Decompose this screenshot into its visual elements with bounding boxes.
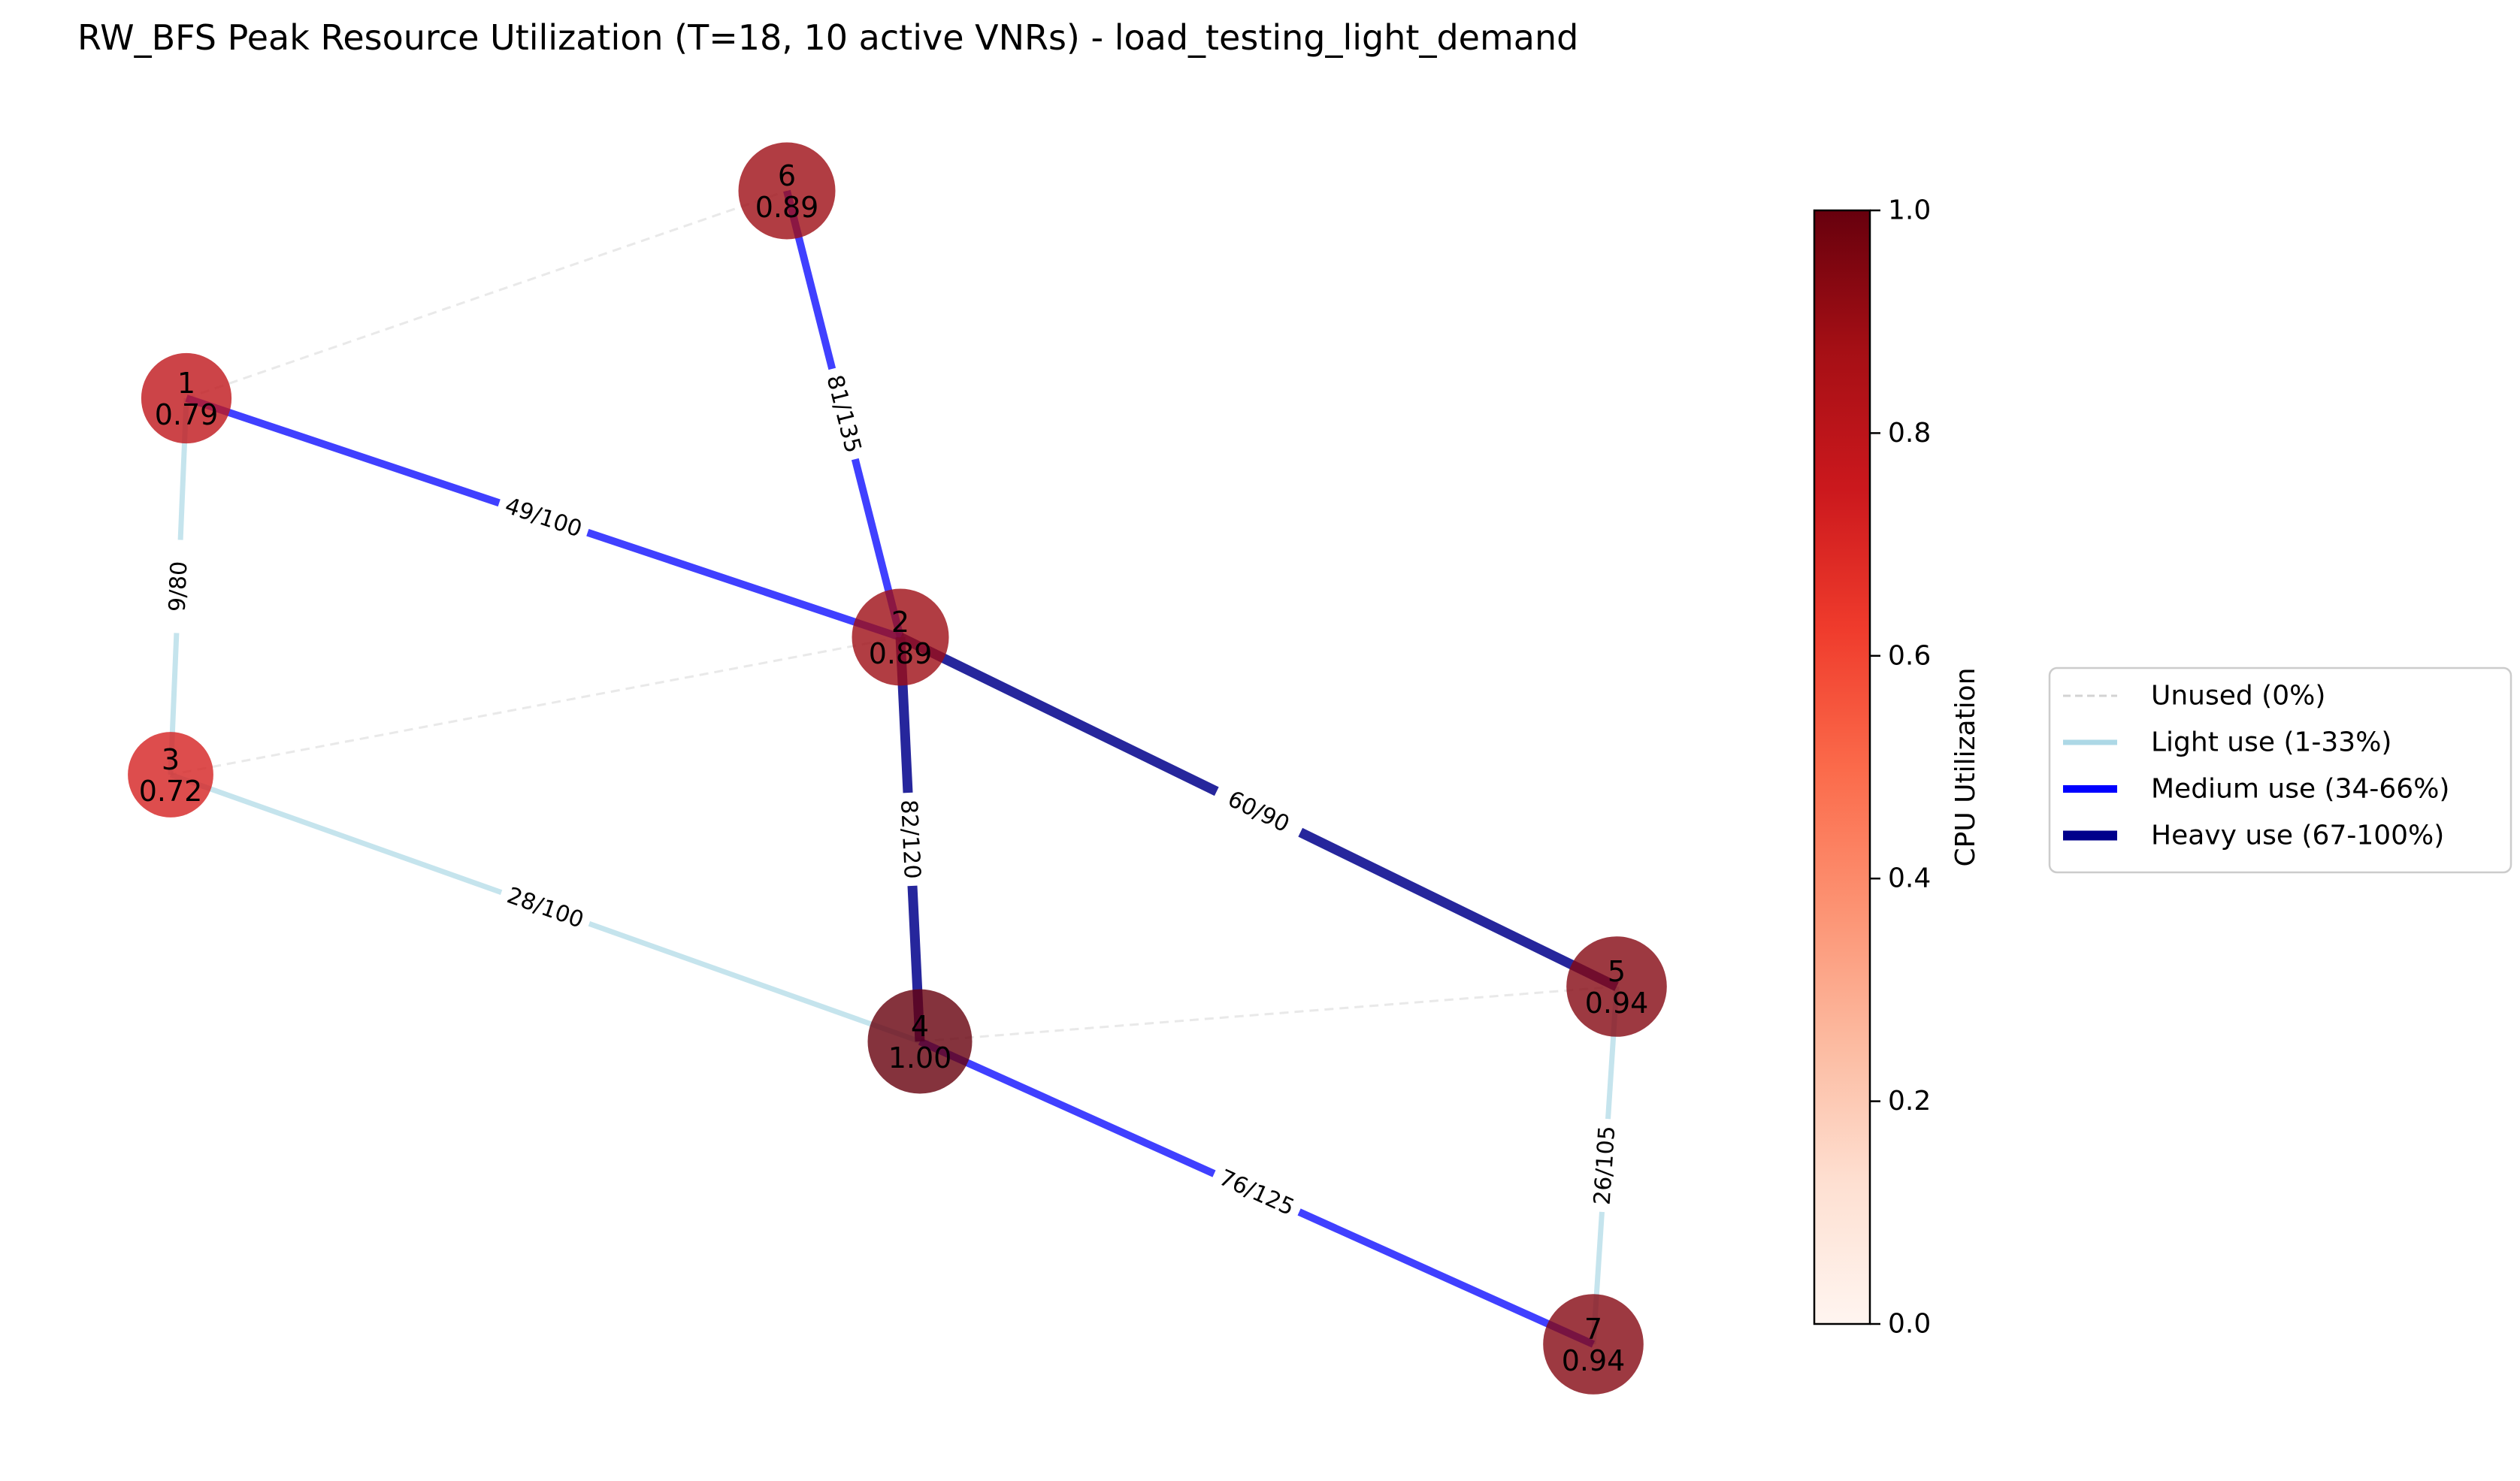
node-cpu-label: 1.00 [888, 1041, 952, 1074]
edge-label-text: 9/80 [165, 561, 193, 612]
node-4: 41.00 [867, 989, 973, 1094]
edge-label-bg [494, 488, 593, 547]
edge-label-1-2: 49/100 [494, 488, 593, 547]
edge-label-2-4: 82/120 [893, 792, 927, 887]
node-cpu-label: 0.89 [755, 191, 819, 224]
node-id-label: 6 [778, 159, 796, 192]
node-circle [1566, 936, 1667, 1037]
edge-label-5-7: 26/105 [1587, 1117, 1623, 1214]
node-circle [128, 732, 213, 818]
node-cpu-label: 0.72 [139, 775, 203, 808]
colorbar-tick-label: 0.2 [1888, 1086, 1931, 1117]
legend-frame [2048, 666, 2512, 874]
node-id-label: 5 [1608, 955, 1626, 988]
edge-label-text: 76/125 [1215, 1165, 1299, 1221]
colorbar-ticks: 0.0 0.2 0.4 0.6 0.8 1.0 [1870, 195, 1931, 1340]
chart-title: RW_BFS Peak Resource Utilization (T=18, … [77, 17, 1578, 58]
node-7: 70.94 [1543, 1294, 1644, 1395]
colorbar-tick-label: 1.0 [1888, 195, 1931, 226]
edge-label-4-7: 76/125 [1208, 1159, 1305, 1226]
edges-layer [168, 189, 1620, 1348]
legend: Unused (0%) Light use (1-33%) Medium use (… [2048, 666, 2512, 874]
node-2: 20.89 [852, 588, 949, 686]
node-id-label: 3 [162, 743, 180, 776]
edge-label-bg [161, 539, 196, 634]
node-5: 50.94 [1566, 936, 1667, 1037]
colorbar-gradient [1813, 209, 1871, 1325]
legend-label-medium: Medium use (34-66%) [2151, 774, 2449, 805]
legend-label-heavy: Heavy use (67-100%) [2151, 821, 2444, 851]
node-id-label: 2 [891, 606, 909, 639]
edge-1-6 [186, 189, 788, 400]
edge-2-3 [170, 636, 901, 776]
legend-label-light: Light use (1-33%) [2151, 727, 2391, 758]
edge-label-text: 81/135 [821, 373, 867, 456]
edge-label-bg [893, 792, 927, 887]
node-id-label: 4 [911, 1010, 929, 1043]
node-circle [867, 989, 973, 1094]
edge-label-text: 49/100 [501, 493, 585, 543]
node-1: 10.79 [141, 352, 232, 444]
edge-label-text: 60/90 [1224, 786, 1293, 838]
node-6: 60.89 [738, 142, 836, 240]
node-circle [852, 588, 949, 686]
node-cpu-label: 0.94 [1562, 1344, 1626, 1377]
node-3: 30.72 [128, 732, 213, 818]
node-circle [1543, 1294, 1644, 1395]
colorbar-tick-label: 0.4 [1888, 863, 1931, 894]
edge-label-2-5: 60/90 [1210, 778, 1307, 846]
node-id-label: 7 [1584, 1313, 1602, 1346]
colorbar-tick-label: 0.6 [1888, 640, 1931, 671]
edge-4-5 [919, 985, 1617, 1043]
colorbar-tick-label: 0.0 [1888, 1309, 1931, 1340]
edge-label-text: 82/120 [895, 799, 925, 879]
edge-label-bg [1587, 1117, 1623, 1214]
node-circle [141, 352, 232, 444]
edge-label-bg [496, 878, 594, 938]
colorbar-label: CPU Utilization [1950, 667, 1981, 866]
node-cpu-label: 0.94 [1585, 987, 1649, 1020]
edge-label-2-6: 81/135 [817, 364, 870, 464]
edge-labels-layer: 9/80 28/100 26/105 49/100 81/135 76/125 82/120… [161, 364, 1623, 1226]
node-cpu-label: 0.89 [869, 637, 933, 670]
node-circle [738, 142, 836, 240]
legend-items: Unused (0%) Light use (1-33%) Medium use (… [2063, 681, 2449, 851]
colorbar: 0.0 0.2 0.4 0.6 0.8 1.0 CPU Utilization [1813, 195, 1981, 1340]
edge-label-1-3: 9/80 [161, 539, 196, 634]
node-cpu-label: 0.79 [155, 398, 219, 431]
edge-label-bg [817, 364, 870, 464]
legend-label-unused: Unused (0%) [2151, 681, 2325, 712]
colorbar-tick-label: 0.8 [1888, 418, 1931, 449]
edge-label-bg [1210, 778, 1307, 846]
edge-label-bg [1208, 1159, 1305, 1226]
edge-label-text: 26/105 [1590, 1125, 1621, 1206]
edge-label-text: 28/100 [504, 882, 587, 933]
edge-label-3-4: 28/100 [496, 878, 594, 938]
node-id-label: 1 [177, 367, 195, 400]
